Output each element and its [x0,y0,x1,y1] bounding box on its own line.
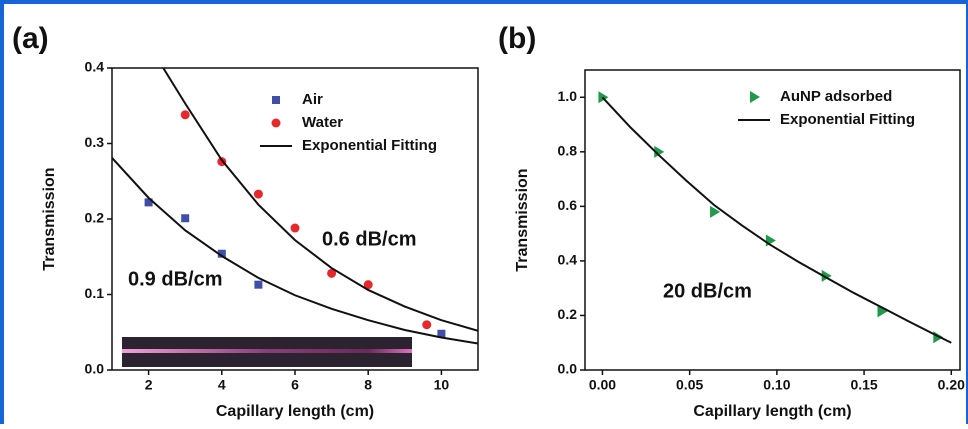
x-axis-title: Capillary length (cm) [216,403,374,420]
point [363,280,373,290]
inset-image [122,337,412,367]
y-tick-label: 0.6 [558,197,578,213]
y-tick-label: 0.2 [558,306,578,322]
fit-line [112,68,478,345]
y-tick-label: 0.4 [558,252,578,268]
y-tick-label: 0.8 [558,143,578,159]
legend-label: Air [302,91,323,108]
x-axis-title: Capillary length (cm) [693,403,851,420]
x-tick-label: 0.10 [763,377,790,393]
point [290,223,300,233]
plot-area [584,69,961,371]
point [217,249,226,258]
x-tick-label: 0.15 [850,377,877,393]
point [254,280,263,289]
panel-label: (a) [12,22,49,55]
x-tick-label: 8 [364,377,372,393]
inset-glow [122,349,412,353]
panel-label: (b) [498,22,536,55]
legend-marker [272,96,280,104]
x-tick-label: 0.00 [589,377,616,393]
point [422,320,432,330]
point [181,214,190,223]
y-tick-label: 0.1 [85,285,105,301]
x-tick-label: 0.20 [938,377,965,393]
y-axis-title: Transmission [41,167,58,270]
y-tick-label: 0.0 [558,361,578,377]
annotation: 20 dB/cm [663,280,752,302]
x-tick-label: 6 [291,377,299,393]
point [654,145,665,158]
annotation: 0.9 dB/cm [128,268,222,290]
point [710,205,721,218]
point [144,198,153,207]
point [253,189,263,199]
x-tick-label: 0.05 [676,377,703,393]
x-tick-label: 10 [434,377,450,393]
annotation: 0.6 dB/cm [322,228,416,250]
x-tick-label: 4 [218,377,226,393]
y-tick-label: 0.3 [85,134,105,150]
legend-label: Water [302,114,343,131]
legend-label: AuNP adsorbed [780,88,892,105]
legend-marker [271,118,281,128]
fit-line [601,96,952,344]
point [327,268,337,278]
point [180,110,190,120]
point [437,329,446,338]
y-tick-label: 0.4 [85,59,105,75]
y-tick-label: 0.0 [85,361,105,377]
point [821,269,832,282]
x-tick-label: 2 [145,377,153,393]
legend-label: Exponential Fitting [302,137,437,154]
y-tick-label: 0.2 [85,210,105,226]
point [877,305,888,318]
y-tick-label: 1.0 [558,88,578,104]
legend-marker [750,91,760,103]
legend-label: Exponential Fitting [780,111,915,128]
y-axis-title: Transmission [514,168,531,271]
